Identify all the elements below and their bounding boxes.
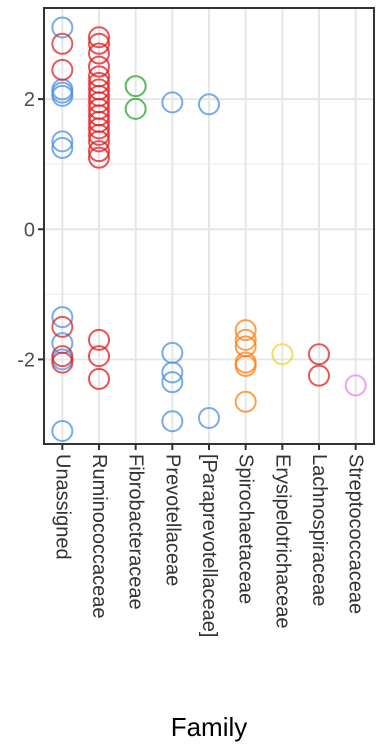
data-point <box>88 32 110 55</box>
data-point <box>308 343 330 366</box>
y-tick-label: 0 <box>24 219 35 241</box>
data-point <box>88 55 110 78</box>
data-point <box>51 16 74 39</box>
data-point <box>51 306 74 329</box>
data-point <box>161 371 184 394</box>
data-point <box>234 319 257 342</box>
data-point <box>161 91 184 114</box>
data-point <box>51 136 74 159</box>
data-points <box>51 16 367 442</box>
y-tick-label: 2 <box>24 89 35 111</box>
x-axis-title: Family <box>171 712 248 742</box>
x-tick-label: Ruminococcaceae <box>88 454 110 619</box>
x-tick-label: Lachnospiraceae <box>308 454 330 606</box>
data-point <box>198 93 220 116</box>
x-tick-label: Streptococcaceae <box>345 454 367 614</box>
data-point <box>124 75 147 98</box>
x-axis: Unassigned Ruminococcaceae Fibrobacteracea… <box>51 444 367 637</box>
data-point <box>124 97 147 120</box>
data-point <box>51 58 74 81</box>
x-tick-label: Erysipelotrichaceae <box>271 454 293 629</box>
data-point <box>51 32 74 55</box>
x-tick-label: [Paraprevotellaceae] <box>198 454 220 637</box>
data-point <box>344 374 367 397</box>
data-point <box>234 390 257 413</box>
y-tick-label: -2 <box>17 349 35 371</box>
data-point <box>88 345 110 368</box>
data-point <box>234 328 257 351</box>
data-point <box>51 419 74 442</box>
data-point <box>308 364 330 387</box>
data-point <box>51 130 74 153</box>
data-point <box>88 42 110 65</box>
data-point <box>51 345 74 368</box>
data-point <box>88 117 110 140</box>
data-point <box>88 130 110 153</box>
data-point <box>88 26 110 49</box>
y-axis: -2 0 2 <box>17 89 44 371</box>
data-point <box>51 351 74 374</box>
data-point <box>271 343 294 366</box>
data-point <box>51 84 74 107</box>
data-point <box>88 146 110 169</box>
data-point <box>161 410 184 433</box>
x-tick-label: Prevotellaceae <box>161 454 183 586</box>
data-point <box>88 328 110 351</box>
data-point <box>88 140 110 163</box>
x-tick-label: Unassigned <box>51 454 73 560</box>
data-point <box>234 354 257 377</box>
data-point <box>88 123 110 146</box>
data-point <box>198 406 220 429</box>
x-tick-label: Fibrobacteraceae <box>125 454 147 610</box>
grid-lines <box>44 8 374 444</box>
data-point <box>51 315 74 338</box>
data-point <box>88 367 110 390</box>
data-point <box>161 361 184 384</box>
x-tick-label: Spirochaetaceae <box>235 454 257 604</box>
